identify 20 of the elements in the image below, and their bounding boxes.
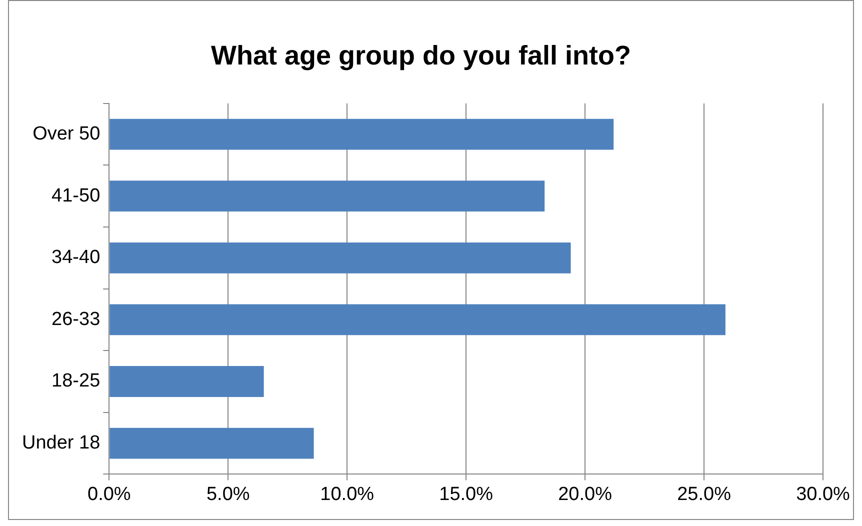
x-tick-label: 5.0% (206, 484, 250, 505)
bar (110, 118, 614, 150)
bar (110, 366, 264, 397)
y-tick-label: 18-25 (52, 370, 100, 392)
bar (110, 180, 545, 212)
x-tick-label: 10.0% (320, 484, 374, 505)
y-tick-label: Under 18 (22, 432, 100, 454)
x-tick-label: 20.0% (558, 484, 612, 505)
y-tick-label: 41-50 (52, 185, 100, 206)
bar (110, 242, 571, 274)
chart-title: What age group do you fall into? (211, 40, 631, 71)
x-tick-label: 0.0% (88, 484, 131, 505)
y-tick-label: Over 50 (32, 124, 100, 145)
bar (110, 428, 314, 459)
x-tick-label: 25.0% (677, 484, 732, 505)
y-tick-label: 26-33 (52, 308, 100, 330)
x-tick-label: 15.0% (439, 484, 494, 505)
y-tick-label: 34-40 (52, 247, 100, 268)
bar (110, 304, 726, 336)
x-tick-label: 30.0% (796, 484, 850, 505)
